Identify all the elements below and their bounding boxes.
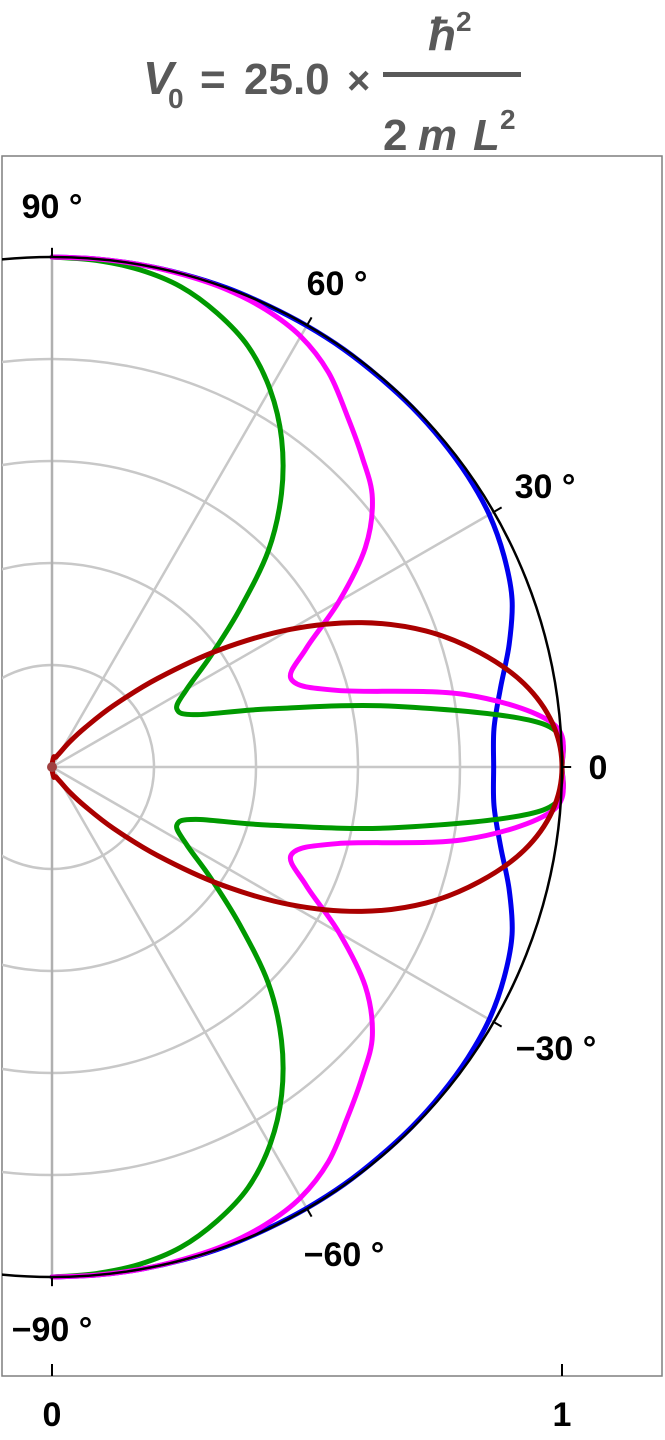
origin-marker: [47, 762, 57, 772]
title-v-subscript: 0: [168, 83, 184, 114]
title-equals: =: [200, 55, 226, 104]
angle-tick-label: −30 °: [516, 1030, 597, 1068]
angle-tick: [493, 506, 503, 513]
grid-spoke-neg30: [51, 765, 495, 1024]
title-denominator-l: L: [473, 111, 500, 160]
title-denominator-2: 2: [383, 111, 407, 160]
angle-tick-label: −60 °: [304, 1236, 385, 1274]
plot-frame: [1, 155, 663, 1377]
grid-spoke-neg60: [50, 766, 309, 1210]
angle-tick-label: 0: [589, 749, 608, 787]
angle-tick: [306, 316, 313, 326]
title-fraction-bar: [383, 72, 521, 77]
title-hbar-exponent: 2: [456, 6, 472, 37]
angle-tick-label: 90 °: [22, 188, 83, 226]
angle-tick-label: −90 °: [12, 1311, 93, 1349]
title-denominator-m: m: [418, 111, 457, 160]
angle-tick: [493, 1021, 503, 1028]
x-tick-label: 0: [43, 1396, 62, 1434]
angle-tick-label: 30 °: [515, 468, 576, 506]
title-hbar: ħ: [428, 8, 456, 60]
title-coefficient: 25.0: [244, 55, 330, 104]
grid-spoke-60: [50, 324, 309, 768]
polar-axes: [2, 247, 572, 1376]
angle-tick: [306, 1208, 313, 1218]
polar-grid: [2, 257, 562, 1277]
title-times: ×: [347, 59, 370, 103]
title-denominator-exponent: 2: [500, 104, 516, 135]
title-v-symbol: V: [143, 52, 177, 104]
chart-title: V 0 = 25.0 × ħ 2 2 m L 2: [143, 6, 521, 160]
grid-spoke-30: [51, 510, 495, 769]
x-tick-label: 1: [553, 1396, 572, 1434]
tick-labels: 0 1 90 ° 60 ° 30 ° 0 −30 ° −60 ° −90 °: [12, 188, 608, 1434]
angle-tick-label: 60 °: [307, 265, 368, 303]
